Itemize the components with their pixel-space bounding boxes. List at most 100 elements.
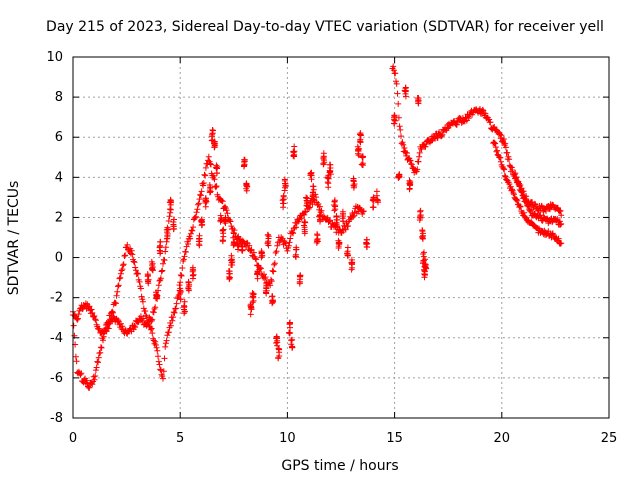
data-point xyxy=(252,255,259,262)
data-point xyxy=(537,212,544,219)
data-point xyxy=(185,278,192,285)
y-tick-label: 6 xyxy=(55,130,63,145)
data-point xyxy=(350,213,357,220)
data-point xyxy=(305,205,312,212)
data-point xyxy=(114,288,121,295)
data-point xyxy=(271,260,278,267)
data-point xyxy=(342,226,349,233)
data-point xyxy=(197,192,204,199)
data-point xyxy=(177,296,184,303)
data-point xyxy=(356,131,363,138)
data-point xyxy=(257,264,264,271)
data-point xyxy=(243,180,250,187)
data-point xyxy=(298,215,305,222)
data-point xyxy=(556,208,563,215)
data-point xyxy=(263,280,270,287)
data-point xyxy=(92,316,99,323)
data-point xyxy=(511,191,517,198)
x-tick-label: 0 xyxy=(69,431,77,446)
data-point xyxy=(369,204,376,211)
data-point xyxy=(264,240,271,247)
data-point xyxy=(94,358,101,365)
data-point xyxy=(86,303,93,310)
data-point xyxy=(193,209,200,216)
data-point xyxy=(128,247,135,254)
data-point xyxy=(498,132,505,139)
data-point xyxy=(143,313,150,320)
data-point xyxy=(195,200,202,207)
data-point xyxy=(138,316,145,323)
data-point xyxy=(207,160,214,167)
data-point xyxy=(223,207,230,214)
data-point xyxy=(392,70,399,77)
data-point xyxy=(274,242,281,249)
data-point xyxy=(316,213,323,220)
data-point xyxy=(390,67,397,74)
data-point xyxy=(205,157,212,164)
data-point xyxy=(134,270,141,277)
data-point xyxy=(407,157,414,164)
data-point xyxy=(503,176,510,183)
data-points xyxy=(70,63,565,391)
data-point xyxy=(320,160,327,167)
data-point xyxy=(86,384,93,391)
data-point xyxy=(230,230,237,237)
data-point xyxy=(176,287,183,294)
data-point xyxy=(510,190,517,196)
y-tick-label: 4 xyxy=(55,170,63,185)
data-point xyxy=(220,230,227,237)
data-point xyxy=(303,197,310,204)
data-point xyxy=(152,304,159,311)
data-point xyxy=(301,211,308,218)
data-point xyxy=(75,315,81,322)
data-point xyxy=(258,253,265,259)
data-point xyxy=(339,208,346,215)
data-point xyxy=(180,256,187,263)
data-point xyxy=(528,206,535,213)
data-point xyxy=(137,285,144,292)
data-point xyxy=(199,221,206,228)
data-point xyxy=(320,155,327,162)
data-point xyxy=(454,118,461,125)
data-point xyxy=(83,377,90,384)
data-point xyxy=(301,222,307,229)
data-point xyxy=(524,202,531,209)
data-point xyxy=(138,293,145,300)
data-point xyxy=(147,324,154,331)
data-point xyxy=(148,318,155,324)
data-point xyxy=(106,320,113,327)
data-point xyxy=(415,97,422,104)
data-point xyxy=(276,353,283,359)
data-point xyxy=(407,182,413,189)
data-point xyxy=(162,343,169,350)
data-point xyxy=(307,172,314,179)
data-point xyxy=(75,311,82,318)
data-point xyxy=(557,221,564,228)
data-point xyxy=(219,198,226,205)
data-point xyxy=(194,206,201,213)
data-point xyxy=(479,106,486,113)
data-point xyxy=(167,206,173,213)
data-point xyxy=(522,198,529,205)
data-point xyxy=(89,381,96,388)
data-point xyxy=(364,244,370,251)
data-point xyxy=(162,340,169,347)
data-point xyxy=(179,265,186,271)
data-point xyxy=(91,313,98,319)
data-point xyxy=(92,367,99,374)
data-point xyxy=(82,300,89,307)
data-point xyxy=(286,330,293,337)
data-point xyxy=(163,226,170,233)
data-point xyxy=(501,172,508,179)
data-point xyxy=(157,275,164,282)
data-point xyxy=(160,260,166,267)
data-point xyxy=(92,373,99,379)
data-point xyxy=(401,145,408,151)
data-point xyxy=(417,212,424,218)
data-point xyxy=(142,308,149,314)
data-point xyxy=(500,165,507,172)
data-point xyxy=(438,133,445,139)
data-point xyxy=(119,266,126,273)
y-tick-label: -4 xyxy=(50,331,63,346)
data-point xyxy=(282,182,289,189)
